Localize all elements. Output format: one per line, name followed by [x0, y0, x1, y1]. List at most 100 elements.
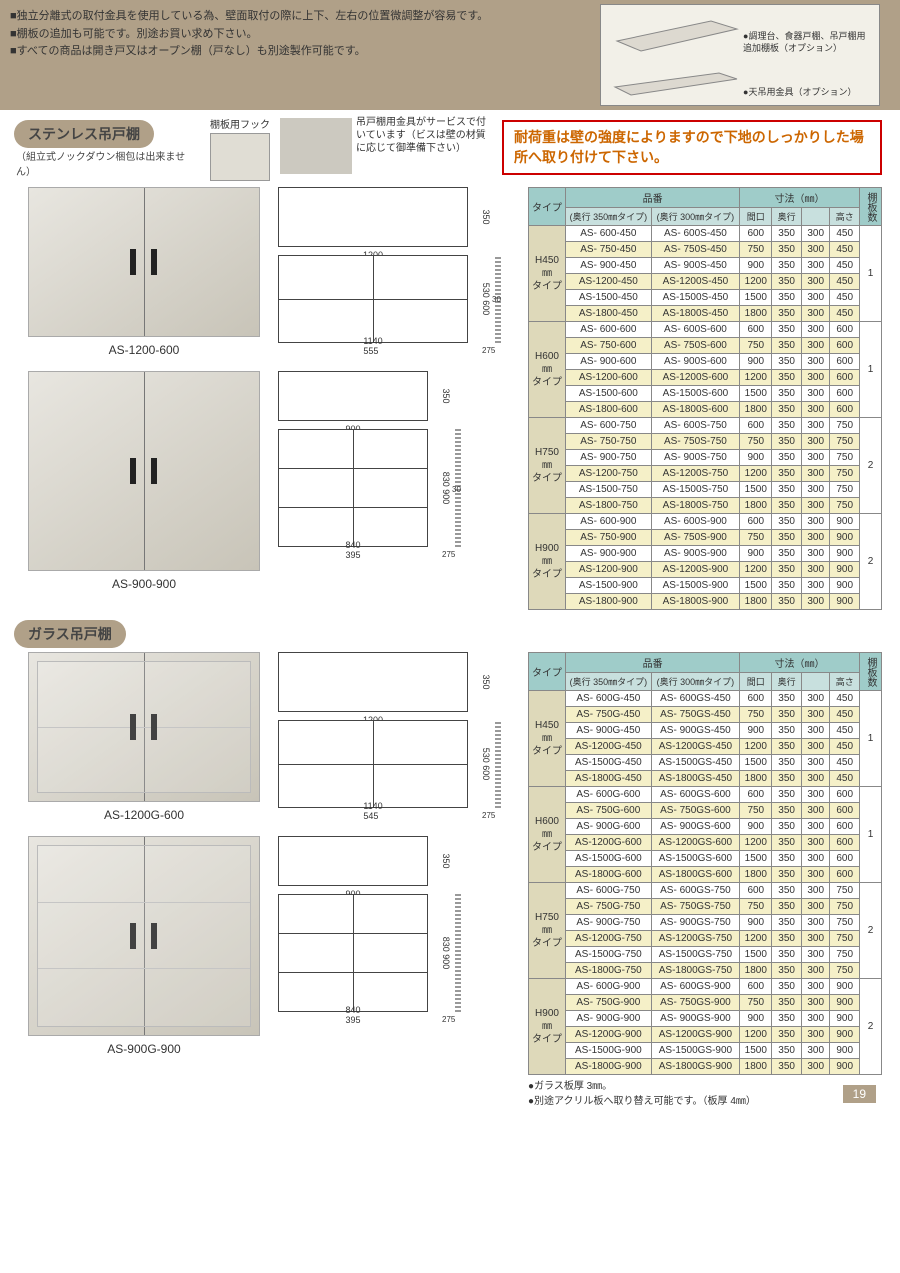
table-row: H750㎜タイプAS- 600-750AS- 600S-750600350300… — [529, 418, 882, 434]
table-row: AS-1200-750AS-1200S-7501200350300750 — [529, 466, 882, 482]
drawings: 1200 350 1140545 530 600 275 — [278, 652, 522, 808]
table-row: H600㎜タイプAS- 600G-600AS- 600GS-6006003503… — [529, 787, 882, 803]
product-caption: AS-900G-900 — [28, 1042, 260, 1056]
table-row: AS- 900-750AS- 900S-750900350300750 — [529, 450, 882, 466]
hook-icon — [210, 133, 270, 181]
table-row: H450㎜タイプAS- 600G-450AS- 600GS-4506003503… — [529, 691, 882, 707]
table-row: AS- 750G-750AS- 750GS-750750350300750 — [529, 899, 882, 915]
table-row: AS-1800G-750AS-1800GS-7501800350300750 — [529, 963, 882, 979]
footnote: ガラス板厚 3㎜。 — [528, 1079, 882, 1094]
table-row: AS-1500G-900AS-1500GS-9001500350300900 — [529, 1043, 882, 1059]
table-row: AS-1800-750AS-1800S-7501800350300750 — [529, 498, 882, 514]
top-view-drawing: 900 350 — [278, 371, 428, 421]
table-row: AS-1500-600AS-1500S-6001500350300600 — [529, 386, 882, 402]
table-row: AS-1200G-750AS-1200GS-7501200350300750 — [529, 931, 882, 947]
table-row: AS- 900-450AS- 900S-450900350300450 — [529, 258, 882, 274]
footnote: 別途アクリル板へ取り替え可能です。（板厚 4㎜） — [528, 1094, 882, 1109]
top-note: 棚板の追加も可能です。別途お買い求め下さい。 — [10, 26, 600, 44]
top-notes: 独立分離式の取付金具を使用している為、壁面取付の際に上下、左右の位置微調整が容易… — [10, 0, 600, 110]
table-row: AS- 750-450AS- 750S-450750350300450 — [529, 242, 882, 258]
table-row: AS-1500-450AS-1500S-4501500350300450 — [529, 290, 882, 306]
table-row: AS- 750G-900AS- 750GS-900750350300900 — [529, 995, 882, 1011]
table-row: AS- 900G-450AS- 900GS-450900350300450 — [529, 723, 882, 739]
drawings: 900 350 840395 830 900 30 — [278, 371, 482, 547]
front-view-drawing: 1140545 530 600 — [278, 720, 468, 808]
product-row: AS-1200-600 1200 350 1140555 530 600 — [28, 187, 518, 357]
section-1-title: ステンレス吊戸棚 — [14, 120, 154, 148]
table-row: AS-1200G-450AS-1200GS-4501200350300450 — [529, 739, 882, 755]
side-detail: 30 275 — [474, 255, 522, 343]
table-row: AS-1800G-900AS-1800GS-9001800350300900 — [529, 1059, 882, 1075]
product-image — [28, 187, 260, 337]
table-row: AS- 900-600AS- 900S-600900350300600 — [529, 354, 882, 370]
hook-illustration: 棚板用フック — [210, 116, 270, 183]
shelf-option-icon — [611, 11, 741, 53]
option-note-1: 調理台、食器戸棚、吊戸棚用追加棚板（オプション） — [743, 31, 873, 54]
top-info-bar: 独立分離式の取付金具を使用している為、壁面取付の際に上下、左右の位置微調整が容易… — [0, 0, 900, 110]
table-row: AS-1800-900AS-1800S-9001800350300900 — [529, 594, 882, 610]
table-row: H900㎜タイプAS- 600G-900AS- 600GS-9006003503… — [529, 979, 882, 995]
table-row: AS- 750G-600AS- 750GS-600750350300600 — [529, 803, 882, 819]
table-row: AS-1800-450AS-1800S-4501800350300450 — [529, 306, 882, 322]
product-row: AS-900-900 900 350 840395 — [28, 371, 518, 591]
product-image — [28, 652, 260, 802]
top-view-drawing: 1200 350 — [278, 187, 468, 247]
drawings: 1200 350 1140555 530 600 30 — [278, 187, 522, 343]
product-row: AS-1200G-600 1200 350 1140545 530 600 — [28, 652, 518, 822]
front-view-drawing: 1140555 530 600 — [278, 255, 468, 343]
side-detail: 275 — [434, 894, 482, 1012]
top-view-drawing: 1200 350 — [278, 652, 468, 712]
table-row: AS- 900G-750AS- 900GS-750900350300750 — [529, 915, 882, 931]
table-row: AS-1800G-450AS-1800GS-4501800350300450 — [529, 771, 882, 787]
product-caption: AS-1200-600 — [28, 343, 260, 357]
table-row: AS-1200-600AS-1200S-6001200350300600 — [529, 370, 882, 386]
table-row: AS-1500G-750AS-1500GS-7501500350300750 — [529, 947, 882, 963]
top-note: 独立分離式の取付金具を使用している為、壁面取付の際に上下、左右の位置微調整が容易… — [10, 8, 600, 26]
load-warning: 耐荷重は壁の強度によりますので下地のしっかりした場所へ取り付けて下さい。 — [502, 120, 882, 175]
section-2-title: ガラス吊戸棚 — [14, 620, 126, 648]
table-row: AS- 750-900AS- 750S-900750350300900 — [529, 530, 882, 546]
table-row: H900㎜タイプAS- 600-900AS- 600S-900600350300… — [529, 514, 882, 530]
table-row: AS-1500G-600AS-1500GS-6001500350300600 — [529, 851, 882, 867]
front-view-drawing: 840395 830 900 — [278, 429, 428, 547]
product-image — [28, 371, 260, 571]
footnotes: ガラス板厚 3㎜。 別途アクリル板へ取り替え可能です。（板厚 4㎜） — [528, 1079, 882, 1109]
table-row: AS-1200-900AS-1200S-9001200350300900 — [529, 562, 882, 578]
page-number: 19 — [843, 1085, 876, 1103]
table-row: AS-1200G-600AS-1200GS-6001200350300600 — [529, 835, 882, 851]
table-row: AS- 900-900AS- 900S-900900350300900 — [529, 546, 882, 562]
product-row: AS-900G-900 900 350 840395 830 900 — [28, 836, 518, 1056]
mount-option-icon — [611, 67, 741, 97]
product-caption: AS-1200G-600 — [28, 808, 260, 822]
section-1-header: ステンレス吊戸棚 （組立式ノックダウン梱包は出来ません） 棚板用フック 吊戸棚用… — [0, 116, 900, 183]
side-detail: 30 275 — [434, 429, 482, 547]
table-row: H600㎜タイプAS- 600-600AS- 600S-600600350300… — [529, 322, 882, 338]
service-text: 吊戸棚用金具がサービスで付いています（ビスは壁の材質に応じて御準備下さい） — [356, 116, 486, 155]
table-row: AS- 750G-450AS- 750GS-450750350300450 — [529, 707, 882, 723]
table-row: AS-1500G-450AS-1500GS-4501500350300450 — [529, 755, 882, 771]
side-detail: 275 — [474, 720, 522, 808]
spec-table-1: タイプ 品番 寸法（㎜） 棚板数 (奥行 350㎜タイプ) (奥行 300㎜タイ… — [528, 187, 882, 610]
options-box: 調理台、食器戸棚、吊戸棚用追加棚板（オプション） 天吊用金具（オプション） — [600, 4, 880, 106]
top-note: すべての商品は開き戸又はオープン棚（戸なし）も別途製作可能です。 — [10, 43, 600, 61]
product-image — [28, 836, 260, 1036]
table-row: AS- 750-750AS- 750S-750750350300750 — [529, 434, 882, 450]
table-row: AS-1200-450AS-1200S-4501200350300450 — [529, 274, 882, 290]
table-row: AS- 900G-600AS- 900GS-600900350300600 — [529, 819, 882, 835]
table-row: AS-1500-750AS-1500S-7501500350300750 — [529, 482, 882, 498]
drawings: 900 350 840395 830 900 275 — [278, 836, 482, 1012]
product-caption: AS-900-900 — [28, 577, 260, 591]
table-row: AS-1800-600AS-1800S-6001800350300600 — [529, 402, 882, 418]
section-1-subtitle: （組立式ノックダウン梱包は出来ません） — [16, 148, 200, 178]
spec-table-2: タイプ 品番 寸法（㎜） 棚板数 (奥行 350㎜タイプ) (奥行 300㎜タイ… — [528, 652, 882, 1075]
top-view-drawing: 900 350 — [278, 836, 428, 886]
table-row: H750㎜タイプAS- 600G-750AS- 600GS-7506003503… — [529, 883, 882, 899]
table-row: AS-1500-900AS-1500S-9001500350300900 — [529, 578, 882, 594]
option-note-2: 天吊用金具（オプション） — [743, 87, 873, 99]
hook-label: 棚板用フック — [210, 116, 270, 131]
front-view-drawing: 840395 830 900 — [278, 894, 428, 1012]
table-row: AS-1200G-900AS-1200GS-9001200350300900 — [529, 1027, 882, 1043]
table-row: AS- 750-600AS- 750S-600750350300600 — [529, 338, 882, 354]
table-row: AS- 900G-900AS- 900GS-900900350300900 — [529, 1011, 882, 1027]
table-row: H450㎜タイプAS- 600-450AS- 600S-450600350300… — [529, 226, 882, 242]
